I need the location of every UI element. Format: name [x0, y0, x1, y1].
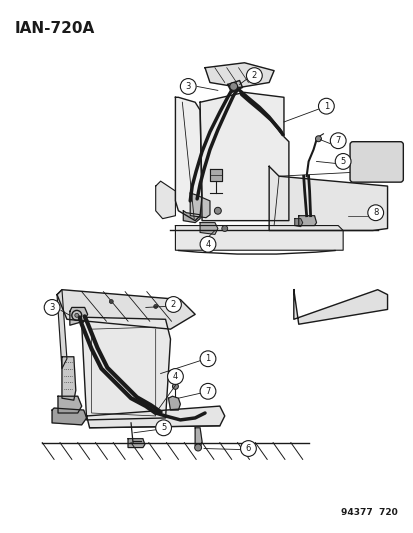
- Polygon shape: [81, 317, 170, 420]
- Text: 3: 3: [49, 303, 55, 312]
- Circle shape: [109, 300, 113, 303]
- Circle shape: [199, 237, 215, 252]
- Circle shape: [240, 441, 256, 456]
- Text: 2: 2: [251, 71, 256, 80]
- Polygon shape: [298, 216, 316, 225]
- Circle shape: [315, 136, 320, 142]
- Circle shape: [367, 205, 383, 221]
- Polygon shape: [62, 357, 76, 400]
- Polygon shape: [293, 289, 387, 324]
- Text: 3: 3: [185, 82, 190, 91]
- Circle shape: [180, 78, 196, 94]
- Text: 2: 2: [171, 300, 176, 309]
- Polygon shape: [195, 428, 202, 448]
- Polygon shape: [155, 181, 175, 219]
- Polygon shape: [204, 63, 273, 87]
- FancyArrowPatch shape: [178, 251, 335, 254]
- FancyBboxPatch shape: [349, 142, 402, 182]
- Text: 5: 5: [161, 423, 166, 432]
- Polygon shape: [86, 406, 224, 428]
- Polygon shape: [199, 223, 217, 235]
- Circle shape: [229, 83, 237, 91]
- Text: 7: 7: [335, 136, 340, 145]
- Circle shape: [172, 383, 178, 389]
- Polygon shape: [175, 225, 342, 250]
- Polygon shape: [57, 289, 67, 369]
- Circle shape: [155, 420, 171, 435]
- Circle shape: [335, 154, 350, 169]
- Circle shape: [199, 383, 215, 399]
- Polygon shape: [183, 211, 199, 223]
- Text: 5: 5: [340, 157, 345, 166]
- Circle shape: [221, 225, 227, 231]
- Polygon shape: [58, 396, 81, 413]
- Polygon shape: [268, 166, 387, 230]
- Circle shape: [153, 304, 157, 309]
- Circle shape: [214, 207, 221, 214]
- Circle shape: [246, 68, 261, 84]
- Text: 4: 4: [172, 372, 178, 381]
- Polygon shape: [168, 396, 180, 410]
- Text: 6: 6: [245, 444, 251, 453]
- Polygon shape: [70, 308, 88, 325]
- Circle shape: [44, 300, 60, 316]
- Text: IAN-720A: IAN-720A: [14, 21, 95, 36]
- Circle shape: [318, 98, 333, 114]
- Circle shape: [330, 133, 345, 149]
- Text: 1: 1: [323, 102, 328, 111]
- Text: 94377  720: 94377 720: [340, 507, 396, 516]
- Text: 7: 7: [205, 387, 210, 396]
- Circle shape: [199, 351, 215, 367]
- Circle shape: [167, 369, 183, 384]
- Circle shape: [165, 296, 181, 312]
- Polygon shape: [190, 193, 209, 217]
- Circle shape: [194, 444, 201, 451]
- Text: 1: 1: [205, 354, 210, 364]
- Polygon shape: [199, 92, 288, 221]
- Polygon shape: [294, 219, 302, 227]
- Circle shape: [75, 313, 78, 317]
- Polygon shape: [209, 169, 221, 181]
- Polygon shape: [175, 98, 202, 221]
- Polygon shape: [57, 289, 195, 329]
- Polygon shape: [227, 80, 242, 92]
- Text: 4: 4: [205, 240, 210, 249]
- Text: 8: 8: [372, 208, 377, 217]
- Polygon shape: [52, 408, 86, 425]
- Polygon shape: [352, 147, 401, 179]
- Polygon shape: [128, 439, 145, 448]
